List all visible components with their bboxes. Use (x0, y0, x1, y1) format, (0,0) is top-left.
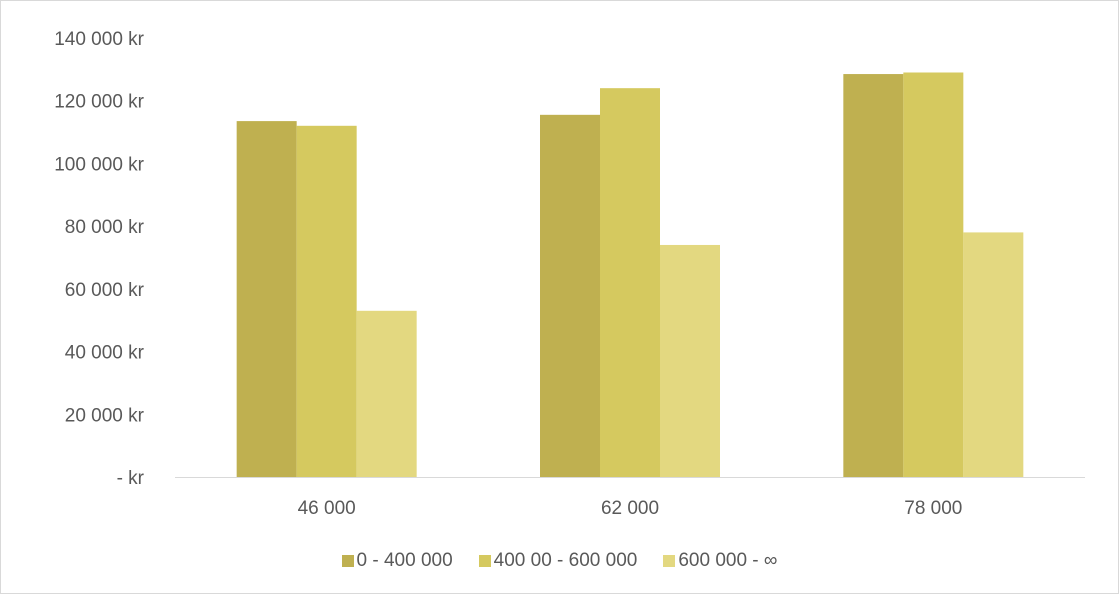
y-tick-label: 20 000 kr (65, 405, 145, 426)
legend-swatch (478, 555, 491, 567)
y-tick-label: - kr (117, 468, 145, 489)
bar (236, 121, 297, 477)
bar (600, 88, 660, 478)
x-axis-tick-labels: 46 000 62 000 78 000 (298, 498, 963, 519)
bar (356, 310, 417, 477)
bar (903, 72, 964, 477)
legend-swatch (341, 555, 354, 567)
x-tick-label: 78 000 (904, 498, 962, 519)
y-tick-label: 140 000 kr (54, 29, 144, 50)
bar-series-group (236, 72, 1024, 478)
x-tick-label: 46 000 (298, 498, 356, 519)
legend-label: 600 000 - ∞ (678, 550, 778, 571)
legend-item: 600 000 - ∞ (663, 550, 777, 572)
legend-label: 400 00 - 600 000 (493, 550, 638, 571)
y-tick-label: 80 000 kr (65, 217, 145, 238)
x-tick-label: 62 000 (601, 498, 659, 519)
y-tick-label: 120 000 kr (54, 92, 144, 113)
bar (963, 232, 1024, 477)
legend-swatch (663, 555, 676, 567)
legend-item: 0 - 400 000 (341, 550, 453, 572)
bar (843, 74, 904, 477)
legend-label: 0 - 400 000 (356, 550, 453, 571)
legend-item: 400 00 - 600 000 (478, 550, 638, 572)
chart-legend: 0 - 400 000 400 00 - 600 000 600 000 - ∞ (0, 550, 1119, 572)
y-tick-label: 40 000 kr (65, 343, 145, 364)
y-tick-label: 100 000 kr (54, 154, 144, 175)
bar (296, 125, 357, 478)
bar (660, 244, 720, 477)
y-tick-label: 60 000 kr (65, 280, 145, 301)
y-axis-tick-labels: - kr 20 000 kr 40 000 kr 60 000 kr 80 000 kr… (54, 29, 144, 489)
bar (540, 114, 600, 477)
